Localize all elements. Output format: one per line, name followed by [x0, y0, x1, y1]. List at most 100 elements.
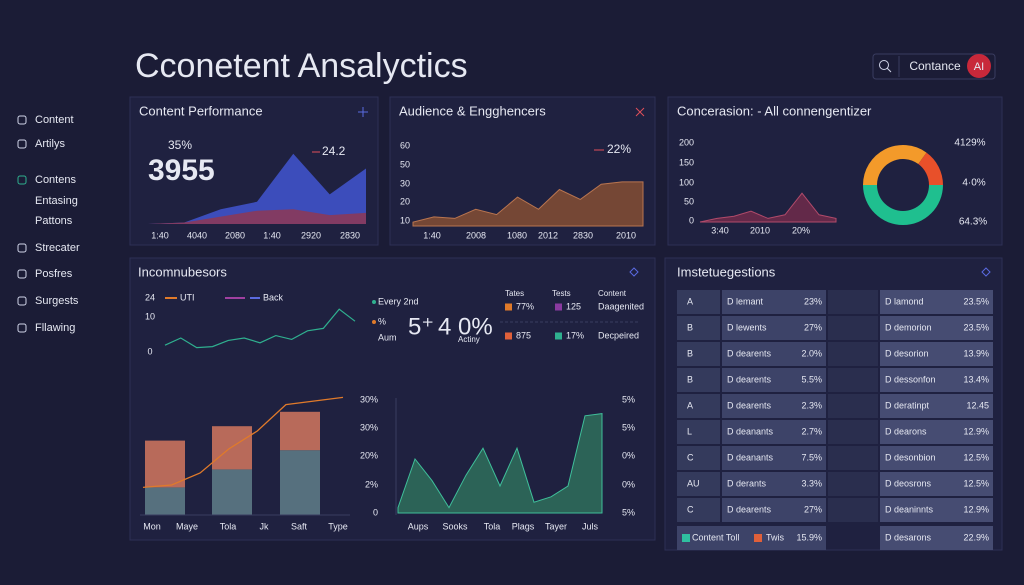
menu-icon[interactable]: [629, 267, 639, 277]
row-cell: [677, 290, 720, 314]
row-cell: [880, 526, 993, 550]
row-cell: [828, 316, 878, 340]
row-cell: [722, 498, 826, 522]
x-tick-label: 4040: [187, 230, 207, 240]
row-cell: [722, 316, 826, 340]
line: [142, 396, 344, 489]
stat-label: 35%: [168, 138, 192, 152]
callout: 24.2: [322, 144, 346, 158]
row-cell: [828, 290, 878, 314]
row-name: D desorion: [885, 348, 929, 358]
row-cell: [677, 526, 826, 550]
row-name: D deratinpt: [885, 400, 930, 410]
area: [148, 153, 366, 224]
area: [699, 192, 837, 223]
row-cell: [677, 394, 720, 418]
y-tick-label: 0: [147, 346, 152, 356]
status-dot: [372, 300, 376, 304]
panel-title: Incomnubesors: [138, 264, 227, 279]
y-tick-label: 5%: [622, 507, 635, 517]
y-tick-label: 5%: [622, 422, 635, 432]
x-tick-label: 2830: [340, 230, 360, 240]
row-value: 23.5%: [963, 296, 989, 306]
row-value: 13.4%: [963, 374, 989, 384]
swatch: [754, 534, 762, 542]
bar: [280, 450, 320, 515]
nav-item[interactable]: Entasing: [35, 195, 78, 207]
row-cell: [880, 446, 993, 470]
stat-label: Actiny: [458, 335, 480, 344]
nav-icon: [17, 115, 27, 125]
search-icon[interactable]: [879, 60, 889, 70]
x-tick-label: Sooks: [442, 521, 468, 531]
nav-item[interactable]: Contens: [35, 174, 76, 186]
row-value: 12.45: [966, 400, 989, 410]
row-name: D dearons: [885, 426, 927, 436]
area: [397, 413, 603, 514]
row-name: D dessonfon: [885, 374, 936, 384]
y-tick-label: 150: [679, 157, 694, 167]
avatar-label[interactable]: AI: [974, 61, 984, 73]
row-cell: [880, 368, 993, 392]
menu-icon[interactable]: [981, 267, 991, 277]
search-box[interactable]: [872, 53, 996, 80]
bar: [145, 440, 185, 488]
close-icon[interactable]: [635, 107, 645, 117]
row-name: D lemant: [727, 296, 764, 306]
row-value: 12.5%: [963, 452, 989, 462]
donut-label: 64.3%: [959, 217, 987, 228]
nav-icon: [17, 269, 27, 279]
row-cell: [880, 394, 993, 418]
x-tick-label: 20%: [792, 225, 810, 235]
x-tick-label: 2080: [225, 230, 245, 240]
row-letter: L: [687, 426, 692, 436]
stat-value: 3955: [148, 154, 215, 187]
nav-item[interactable]: Pattons: [35, 215, 73, 227]
y-tick-label: 20%: [360, 450, 378, 460]
x-tick-label: Mon: [143, 521, 161, 531]
x-tick-label: 1:40: [423, 230, 441, 240]
row-cell: [880, 290, 993, 314]
nav-item[interactable]: Posfres: [35, 268, 73, 280]
x-tick-label: Jk: [260, 521, 270, 531]
nav-item[interactable]: Fllawing: [35, 322, 75, 334]
x-tick-label: Tola: [484, 521, 501, 531]
avatar[interactable]: [967, 54, 991, 78]
stat-label: Every 2nd: [378, 296, 419, 306]
table-cell: Daagenited: [598, 301, 644, 311]
y-tick-label: 60: [400, 140, 410, 150]
row-letter: B: [687, 348, 693, 358]
row-letter: B: [687, 322, 693, 332]
row-cell: [828, 446, 878, 470]
footer-value: 15.9%: [796, 532, 822, 542]
callout: 22%: [607, 142, 631, 156]
row-letter: A: [687, 400, 693, 410]
x-tick-label: 3:40: [711, 225, 729, 235]
row-cell: [677, 368, 720, 392]
nav-item[interactable]: Surgests: [35, 295, 79, 307]
panel-title: Concerasion: - All connengentizer: [677, 103, 872, 118]
table-cell: 17%: [566, 330, 584, 340]
y-tick-label: 30%: [360, 422, 378, 432]
row-name: D deosrons: [885, 478, 932, 488]
row-cell: [880, 420, 993, 444]
y-tick-label: 0: [373, 507, 378, 517]
footer-label: D desarons: [885, 532, 932, 542]
nav-item[interactable]: Strecater: [35, 242, 80, 254]
x-tick-label: Tayer: [545, 521, 567, 531]
y-tick-label: 2%: [365, 479, 378, 489]
search-label[interactable]: Contance: [909, 59, 961, 73]
y-tick-label: 5%: [622, 394, 635, 404]
row-letter: C: [687, 452, 694, 462]
page-title: Cconetent Ansalyctics: [135, 47, 468, 85]
row-value: 3.3%: [801, 478, 822, 488]
donut-segment: [918, 152, 943, 185]
row-name: D lewents: [727, 322, 767, 332]
row-name: D dearents: [727, 504, 772, 514]
x-tick-label: 1:40: [151, 230, 169, 240]
nav-item[interactable]: Content: [35, 114, 74, 126]
row-cell: [880, 472, 993, 496]
nav-item[interactable]: Artilys: [35, 138, 65, 150]
row-cell: [828, 368, 878, 392]
